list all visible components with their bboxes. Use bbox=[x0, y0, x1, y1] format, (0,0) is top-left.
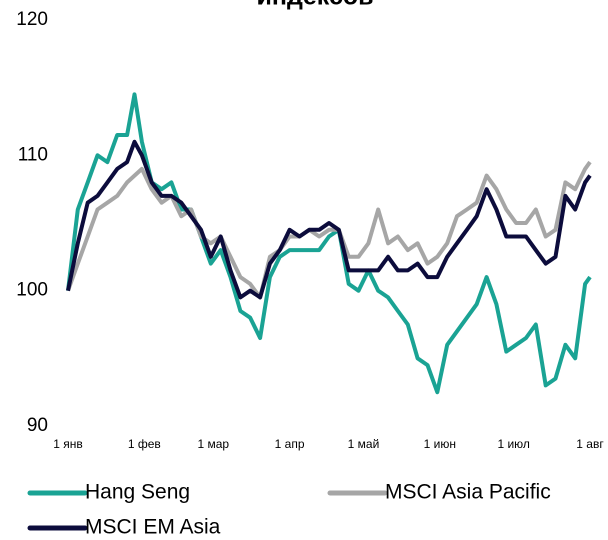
x-tick-label: 1 май bbox=[348, 437, 380, 451]
series-line bbox=[66, 160, 592, 300]
series-line bbox=[66, 92, 592, 395]
y-tick-label: 120 bbox=[16, 9, 48, 30]
y-tick-label: 110 bbox=[18, 144, 48, 165]
legend-label: MSCI EM Asia bbox=[85, 516, 221, 539]
legend-label: MSCI Asia Pacific bbox=[385, 481, 551, 504]
series-line bbox=[66, 139, 592, 300]
legend-label: Hang Seng bbox=[85, 481, 190, 504]
x-tick-label: 1 апр bbox=[275, 437, 305, 451]
x-tick-label: 1 июл bbox=[497, 437, 529, 451]
x-tick-label: 1 мар bbox=[197, 437, 229, 451]
y-tick-label: 90 bbox=[27, 415, 48, 436]
chart-title: индексов bbox=[257, 0, 374, 11]
y-tick-label: 100 bbox=[16, 280, 48, 301]
x-tick-label: 1 июн bbox=[424, 437, 456, 451]
x-tick-label: 1 янв bbox=[53, 437, 83, 451]
x-tick-label: 1 авг bbox=[576, 437, 604, 451]
x-tick-label: 1 фев bbox=[128, 437, 161, 451]
